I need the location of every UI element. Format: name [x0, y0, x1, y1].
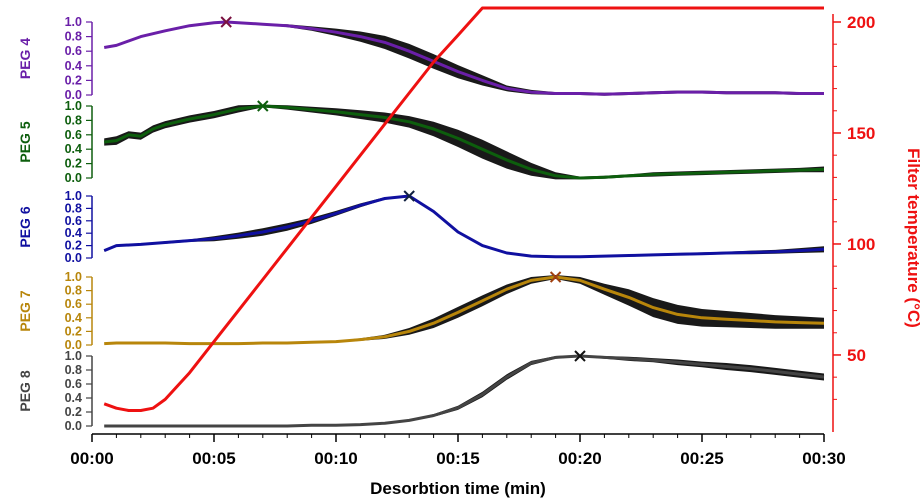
- peak-marker-peg-5: [257, 100, 269, 112]
- series-line-peg-6: [103, 194, 825, 259]
- x-axis-tick-label: 00:15: [436, 449, 479, 468]
- panel-tick-label: 0.2: [65, 405, 82, 419]
- x-axis-tick-label: 00:20: [558, 449, 601, 468]
- x-axis-tick-label: 00:30: [802, 449, 845, 468]
- band-peg-6: [104, 195, 824, 258]
- panel-name-peg-5: PEG 5: [17, 121, 33, 162]
- panel-tick-label: 0.4: [65, 142, 82, 156]
- panel-tick-label: 0.2: [65, 239, 82, 253]
- panel-name-peg-7: PEG 7: [17, 290, 33, 331]
- panel-tick-label: 0.6: [65, 377, 82, 391]
- panel-name-peg-4: PEG 4: [17, 38, 33, 79]
- panel-peg-8: 0.00.20.40.60.81.0 PEG 8: [17, 349, 825, 433]
- peak-marker-peg-8: [574, 350, 586, 362]
- series-line-peg-5: [104, 104, 825, 180]
- panel-tick-label: 1.0: [65, 189, 82, 203]
- panel-tick-label: 0.0: [65, 419, 82, 433]
- panel-tick-label: 0.2: [65, 324, 82, 338]
- right-axis-label: Filter temperature (°C): [904, 148, 923, 328]
- peak-marker-peg-6: [403, 190, 415, 202]
- panel-tick-label: 0.6: [65, 214, 82, 228]
- series-line-peg-4: [103, 20, 824, 96]
- panel-tick-label: 0.6: [65, 44, 82, 58]
- panel-tick-label: 0.2: [65, 157, 82, 171]
- panel-tick-label: 0.8: [65, 363, 82, 377]
- panel-tick-label: 0.0: [65, 338, 82, 352]
- panel-tick-label: 0.0: [65, 171, 82, 185]
- panel-tick-label: 0.0: [65, 251, 82, 265]
- panel-tick-label: 0.4: [65, 311, 82, 325]
- series-line-peg-8: [104, 354, 825, 428]
- panel-peg-4: 0.00.20.40.60.81.0 PEG 4: [17, 15, 824, 102]
- x-axis: 00:00 00:05 00:10 00:15 00:20 00:25 00:30: [70, 433, 846, 468]
- x-axis-tick-label: 00:05: [192, 449, 235, 468]
- panel-tick-label: 1.0: [65, 349, 82, 363]
- panel-tick-label: 0.0: [65, 88, 82, 102]
- panel-peg-7: 0.00.20.40.60.81.0 PEG 7: [17, 270, 825, 352]
- x-axis-tick-label: 00:00: [70, 449, 113, 468]
- panel-tick-label: 1.0: [65, 99, 82, 113]
- right-axis-tick-label: 50: [847, 346, 866, 365]
- panel-tick-label: 0.6: [65, 297, 82, 311]
- panel-tick-label: 0.8: [65, 284, 82, 298]
- right-axis-tick-label: 100: [847, 235, 875, 254]
- right-axis-tick-label: 150: [847, 124, 875, 143]
- panel-name-peg-8: PEG 8: [17, 370, 33, 411]
- x-axis-tick-label: 00:25: [680, 449, 723, 468]
- panel-tick-label: 0.6: [65, 128, 82, 142]
- panel-tick-label: 1.0: [65, 270, 82, 284]
- band-peg-4: [104, 22, 824, 96]
- panel-tick-label: 0.4: [65, 391, 82, 405]
- right-axis: 50 100 150 200: [832, 13, 875, 432]
- panel-tick-label: 0.4: [65, 226, 82, 240]
- panel-tick-label: 0.8: [65, 30, 82, 44]
- panel-tick-label: 0.4: [65, 59, 82, 73]
- panel-peg-5: 0.00.20.40.60.81.0 PEG 5: [17, 99, 825, 185]
- panel-tick-label: 0.8: [65, 113, 82, 127]
- peak-marker-peg-4: [220, 16, 232, 28]
- panel-tick-label: 0.8: [65, 201, 82, 215]
- x-axis-label: Desorbtion time (min): [370, 479, 546, 498]
- panel-peg-6: 0.00.20.40.60.81.0 PEG 6: [17, 189, 825, 265]
- panel-name-peg-6: PEG 6: [17, 206, 33, 247]
- panel-tick-label: 0.2: [65, 73, 82, 87]
- peak-marker-peg-7: [549, 271, 562, 283]
- panel-tick-label: 1.0: [65, 15, 82, 29]
- right-axis-tick-label: 200: [847, 13, 875, 32]
- temperature-line: [103, 6, 824, 412]
- temperature-layer: [103, 6, 824, 412]
- x-axis-tick-label: 00:10: [314, 449, 357, 468]
